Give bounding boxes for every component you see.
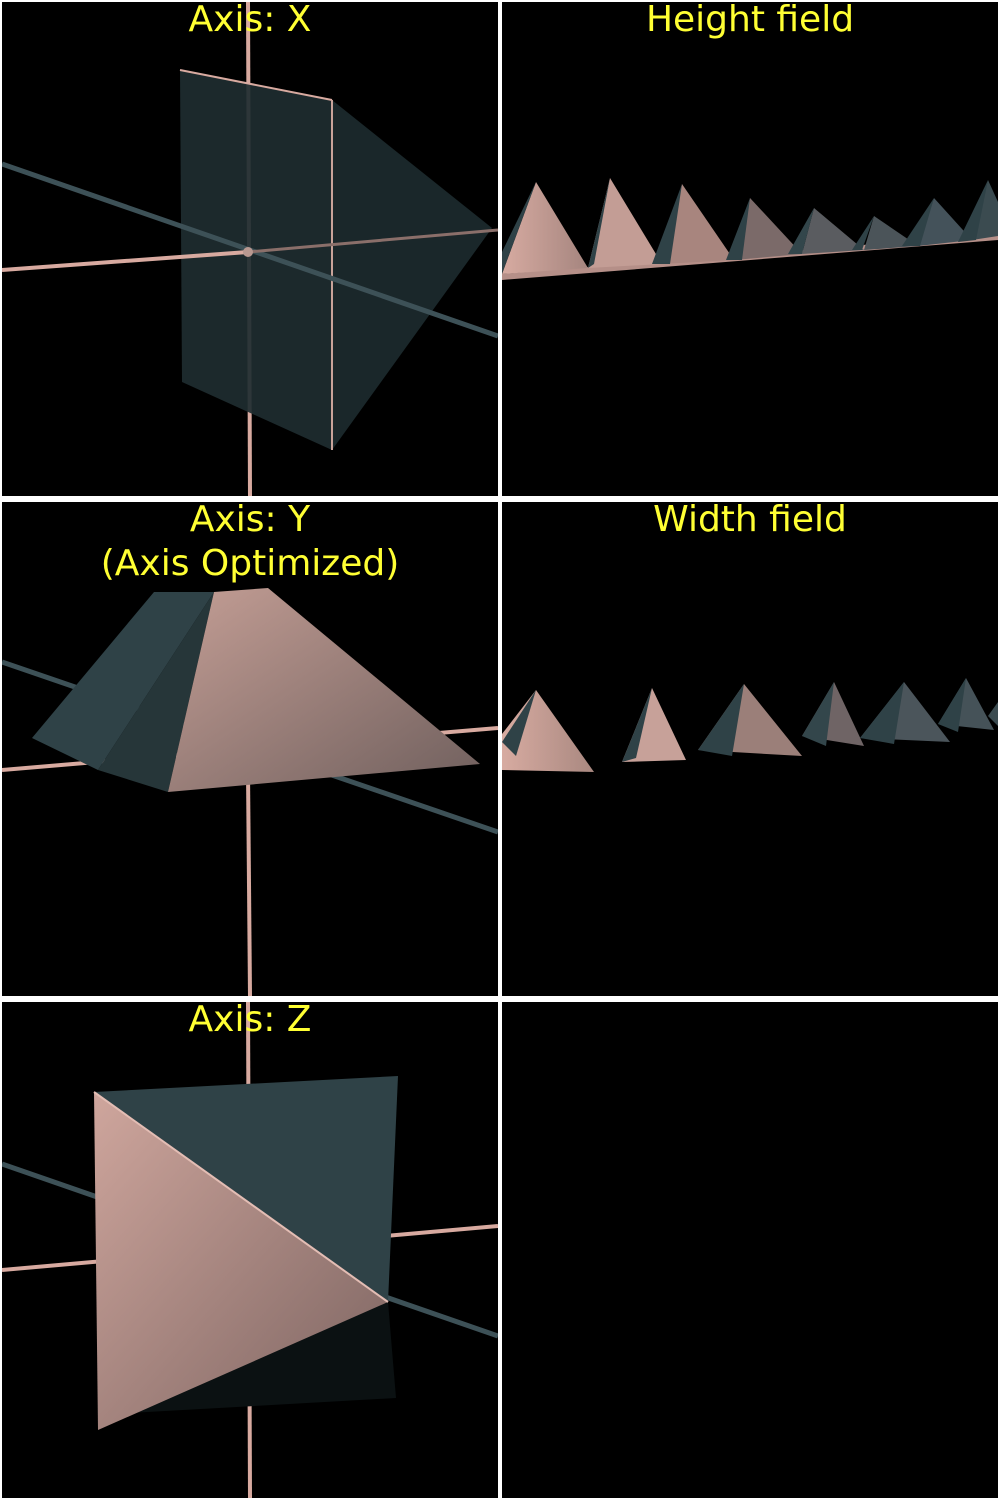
height-field-render (502, 178, 998, 280)
prism-front-face (180, 70, 332, 450)
width-field-render (502, 678, 998, 772)
panel-axis-x: Axis: X (2, 2, 498, 496)
title-line-1: Axis: X (188, 2, 312, 40)
panel-empty (502, 1002, 998, 1498)
prism-side-face (332, 100, 492, 450)
prism-front-face (94, 1092, 388, 1430)
panel-axis-y: Axis: Y (Axis Optimized) (2, 502, 498, 996)
pyramid-left-face (32, 592, 214, 770)
vertical-axis-line (246, 771, 252, 996)
axis-y-render (2, 588, 498, 996)
panel-height-field: Height field (502, 2, 998, 496)
title-line-1: Axis: Y (189, 502, 311, 540)
panel-title: Axis: Z (2, 1002, 498, 1042)
panel-title: Axis: Y (Axis Optimized) (2, 502, 498, 586)
panel-width-field: Width field (502, 502, 998, 996)
title-line-2: (Axis Optimized) (100, 543, 400, 584)
prism-back-face (94, 1076, 398, 1302)
panel-axis-z: Axis: Z (2, 1002, 498, 1498)
panel-title: Height field (502, 2, 998, 42)
panel-title: Axis: X (2, 2, 498, 42)
pyramid-front-face (168, 588, 480, 792)
title-line-1: Height field (645, 2, 855, 40)
panel-title: Width field (502, 502, 998, 542)
axis-z-render (2, 1002, 498, 1498)
origin-point (243, 247, 253, 257)
horizontal-axis-line (2, 250, 249, 272)
title-line-1: Axis: Z (188, 1002, 312, 1040)
title-line-1: Width field (653, 502, 847, 540)
axis-x-render (2, 2, 498, 496)
